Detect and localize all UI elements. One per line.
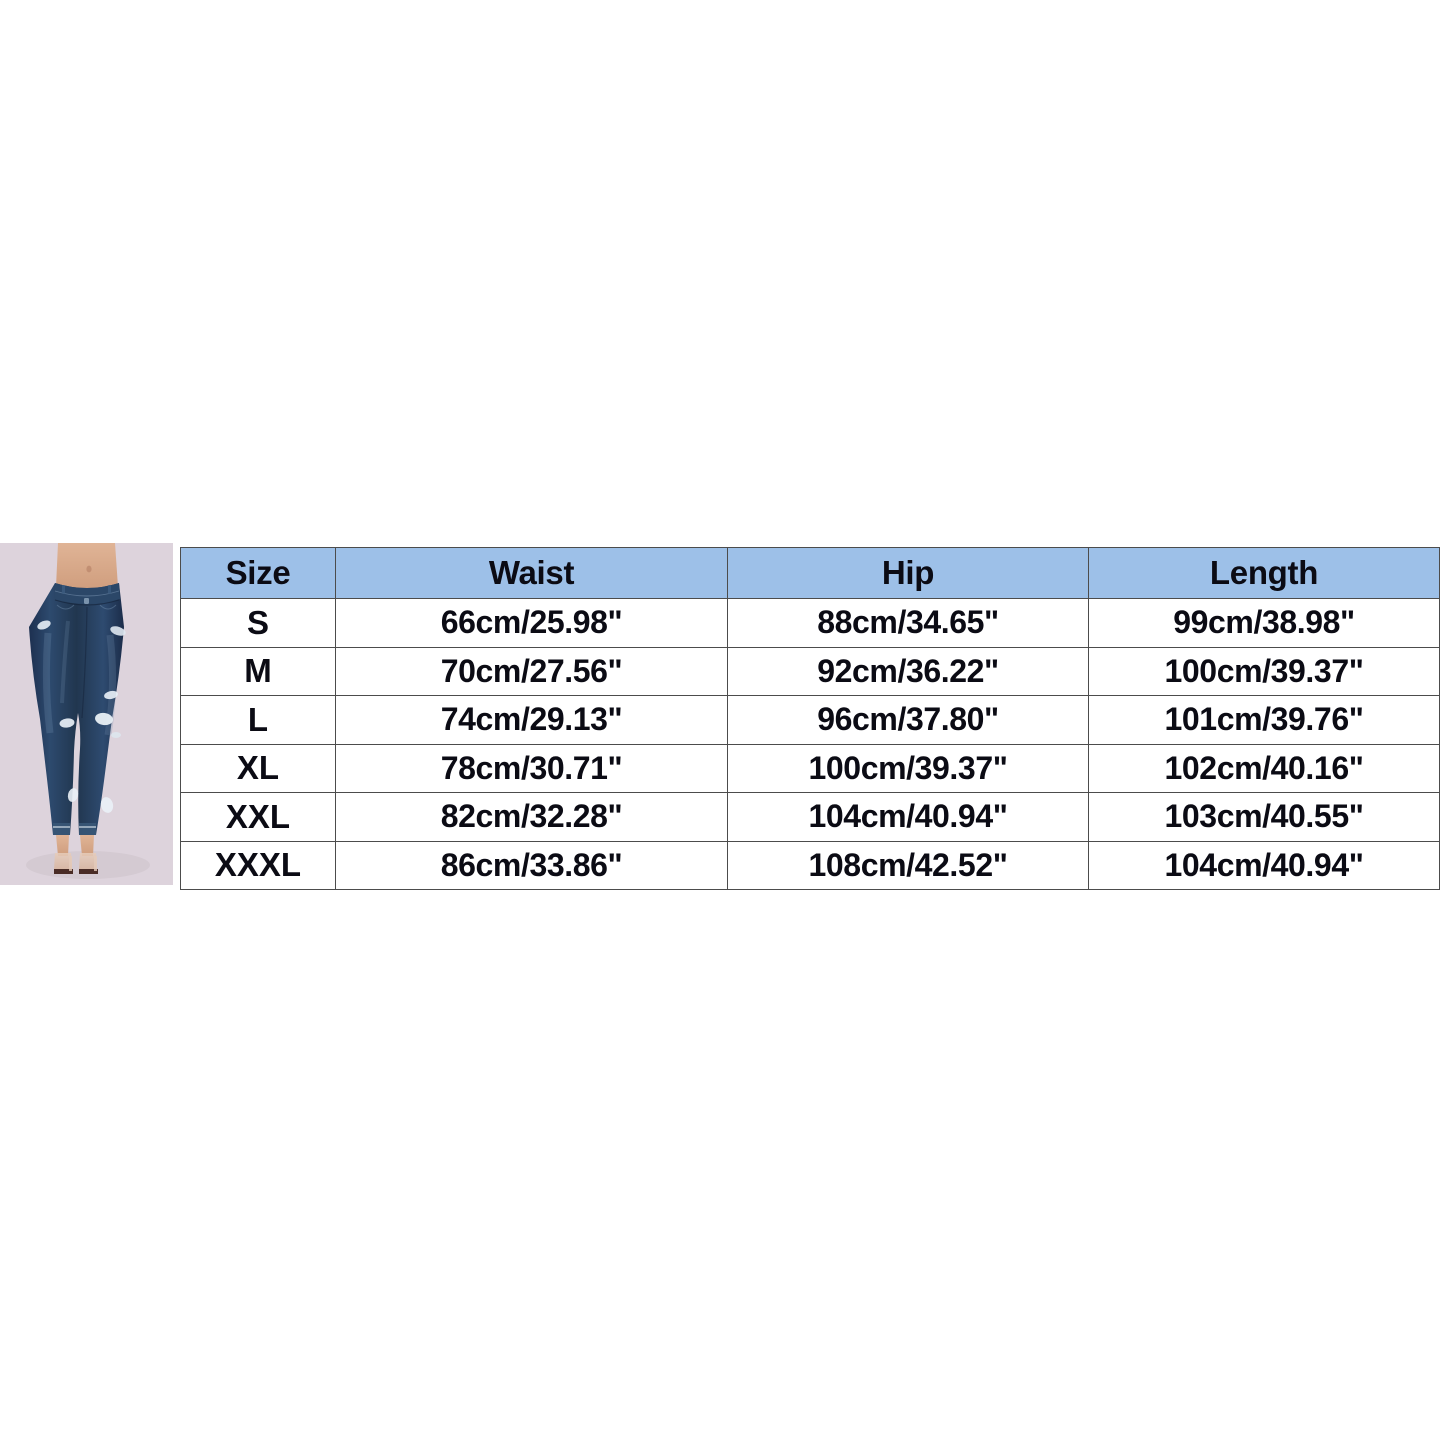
column-header-waist: Waist — [335, 547, 728, 599]
cell-length: 99cm/38.98" — [1088, 598, 1440, 648]
table-row: S 66cm/25.98" 88cm/34.65" 99cm/38.98" — [180, 598, 1440, 648]
cell-waist: 78cm/30.71" — [335, 743, 728, 793]
cell-size: XXXL — [180, 840, 336, 890]
column-header-hip: Hip — [727, 547, 1089, 599]
cell-waist: 74cm/29.13" — [335, 695, 728, 745]
cell-length: 103cm/40.55" — [1088, 792, 1440, 842]
cell-length: 100cm/39.37" — [1088, 646, 1440, 696]
cell-size: XL — [180, 743, 336, 793]
product-photo-illustration — [0, 543, 173, 885]
table-row: XXXL 86cm/33.86" 108cm/42.52" 104cm/40.9… — [180, 840, 1440, 890]
cell-length: 104cm/40.94" — [1088, 840, 1440, 890]
cell-waist: 82cm/32.28" — [335, 792, 728, 842]
cell-hip: 100cm/39.37" — [727, 743, 1089, 793]
cell-length: 101cm/39.76" — [1088, 695, 1440, 745]
cell-waist: 70cm/27.56" — [335, 646, 728, 696]
table-row: L 74cm/29.13" 96cm/37.80" 101cm/39.76" — [180, 695, 1440, 745]
column-header-size: Size — [180, 547, 336, 599]
cell-waist: 86cm/33.86" — [335, 840, 728, 890]
size-chart-table: Size Waist Hip Length S 66cm/25.98" 88cm… — [180, 547, 1440, 890]
cell-size: M — [180, 646, 336, 696]
cell-hip: 92cm/36.22" — [727, 646, 1089, 696]
cell-length: 102cm/40.16" — [1088, 743, 1440, 793]
table-row: XXL 82cm/32.28" 104cm/40.94" 103cm/40.55… — [180, 792, 1440, 842]
cell-hip: 108cm/42.52" — [727, 840, 1089, 890]
cell-waist: 66cm/25.98" — [335, 598, 728, 648]
table-row: XL 78cm/30.71" 100cm/39.37" 102cm/40.16" — [180, 743, 1440, 793]
cell-hip: 104cm/40.94" — [727, 792, 1089, 842]
cell-size: S — [180, 598, 336, 648]
cell-size: XXL — [180, 792, 336, 842]
cell-hip: 88cm/34.65" — [727, 598, 1089, 648]
column-header-length: Length — [1088, 547, 1440, 599]
cell-hip: 96cm/37.80" — [727, 695, 1089, 745]
product-photo — [0, 543, 173, 885]
size-chart-band: Size Waist Hip Length S 66cm/25.98" 88cm… — [0, 543, 1445, 890]
table-row: M 70cm/27.56" 92cm/36.22" 100cm/39.37" — [180, 646, 1440, 696]
table-header-row: Size Waist Hip Length — [180, 547, 1440, 599]
cell-size: L — [180, 695, 336, 745]
